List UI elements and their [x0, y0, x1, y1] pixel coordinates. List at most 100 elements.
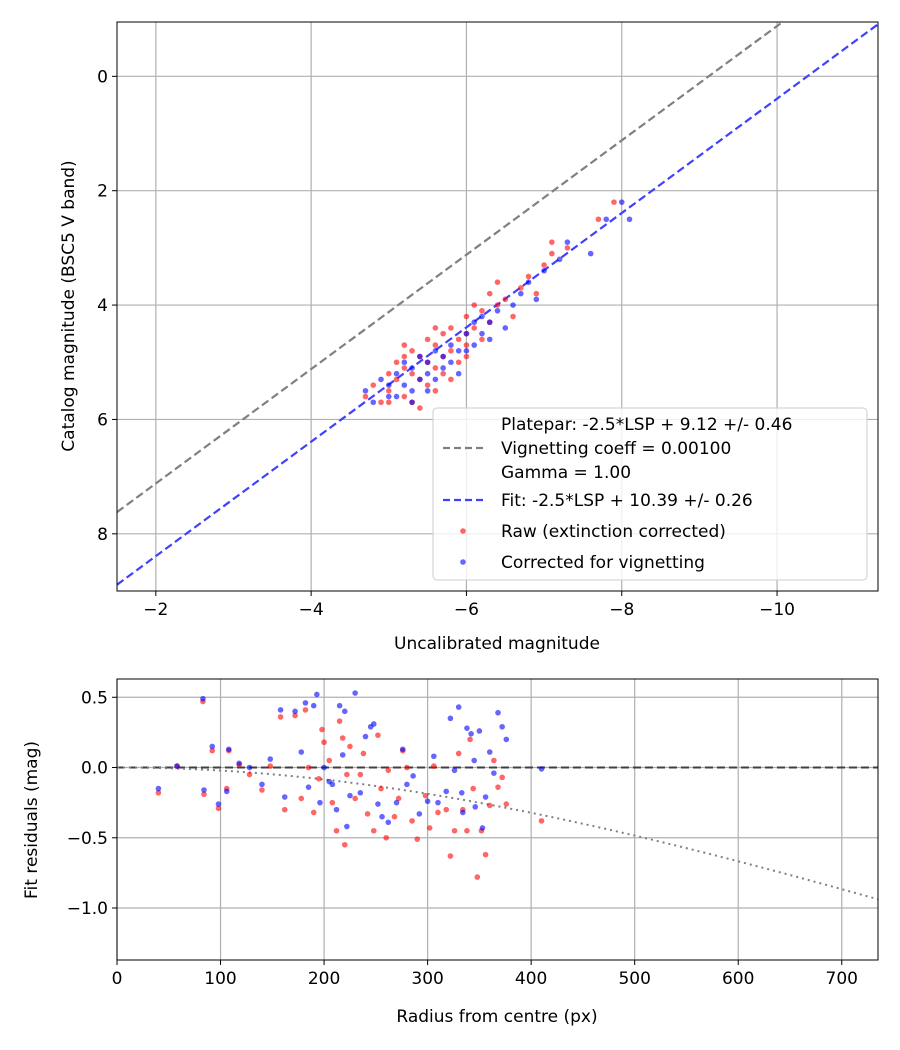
bottom-x-tick-label: 500: [618, 969, 650, 989]
top-corrected-point: [424, 370, 431, 377]
top-corrected-point: [385, 382, 392, 388]
bottom-raw-point: [319, 726, 325, 733]
top-raw-point: [409, 370, 415, 377]
top-y-tick-label: 2: [97, 182, 108, 202]
bottom-vignetting-curve: [117, 766, 878, 901]
top-corrected-point: [432, 376, 439, 383]
bottom-raw-point: [383, 834, 389, 841]
top-raw-point: [417, 405, 423, 411]
bottom-raw-point: [455, 750, 462, 757]
legend-entry-gamma: Gamma = 1.00: [501, 463, 631, 483]
top-corrected-point: [494, 307, 501, 314]
bottom-raw-point: [395, 795, 402, 802]
bottom-corrected-point: [538, 766, 545, 772]
legend-swatch-corrected: [460, 559, 466, 565]
bottom-raw-point: [499, 774, 505, 781]
legend-entry-fit: Fit: -2.5*LSP + 10.39 +/- 0.26: [443, 491, 753, 511]
bottom-raw-point: [357, 771, 364, 778]
bottom-corrected-point: [404, 781, 410, 788]
bottom-raw-point: [347, 743, 353, 750]
bottom-corrected-point: [174, 763, 180, 769]
bottom-corrected-point: [362, 733, 369, 740]
bottom-raw-point: [201, 791, 207, 798]
top-raw-point: [494, 302, 501, 308]
bottom-raw-point: [385, 767, 392, 774]
top-corrected-point: [479, 330, 485, 337]
bottom-corrected-point: [410, 773, 416, 779]
bottom-x-tick-label: 400: [515, 969, 547, 989]
top-y-axis-label: Catalog magnitude (BSC5 V band): [59, 160, 79, 451]
legend: Platepar: -2.5*LSP + 9.12 +/- 0.46 Vigne…: [432, 407, 868, 581]
top-raw-point: [432, 388, 439, 394]
bottom-raw-point: [391, 813, 398, 820]
bottom-raw-point: [360, 750, 367, 757]
magnitude-calibration-plot: −2 −4 −6 −8 −10 0 2 4 6 8 Uncalibrated magnitude…: [59, 21, 879, 654]
bottom-raw-point: [281, 806, 288, 813]
bottom-corrected-point: [215, 801, 222, 807]
top-raw-point: [432, 325, 439, 331]
bottom-corrected-point: [305, 784, 312, 790]
residuals-plot: 0 100 200 300 400 500 600 700 0.5 0.0 −0.5 −1.0 Ra…: [22, 678, 879, 1027]
top-corrected-point: [424, 359, 431, 366]
bottom-raw-point: [310, 809, 317, 816]
bottom-corrected-point: [347, 792, 353, 799]
top-raw-point: [401, 365, 408, 371]
bottom-corrected-point: [200, 695, 206, 702]
top-raw-point: [525, 273, 532, 280]
bottom-corrected-point: [424, 798, 431, 805]
bottom-raw-point: [409, 818, 415, 824]
bottom-corrected-point: [259, 781, 265, 788]
bottom-corrected-point: [292, 708, 298, 715]
bottom-raw-point: [451, 827, 458, 834]
bottom-raw-point: [470, 785, 476, 792]
top-raw-point: [401, 393, 408, 400]
bottom-corrected-point: [375, 801, 381, 807]
bottom-corrected-point: [482, 794, 489, 800]
top-corrected-point: [533, 296, 540, 303]
top-raw-point: [432, 365, 439, 371]
top-raw-point: [424, 382, 431, 388]
bottom-corrected-point: [447, 715, 454, 722]
top-corrected-point: [401, 382, 408, 388]
bottom-corrected-point: [499, 723, 505, 730]
legend-box: [432, 407, 868, 581]
top-corrected-point: [471, 342, 478, 348]
top-raw-point: [494, 279, 501, 285]
bottom-corrected-point: [329, 781, 336, 788]
bottom-raw-point: [495, 784, 501, 790]
top-corrected-point: [603, 216, 610, 223]
bottom-corrected-point: [393, 799, 400, 806]
top-corrected-point: [517, 290, 524, 297]
bottom-raw-point: [467, 736, 473, 743]
bottom-corrected-point: [503, 736, 510, 743]
top-raw-point: [486, 290, 493, 297]
bottom-corrected-point: [201, 787, 207, 793]
bottom-raw-point: [482, 851, 489, 858]
top-raw-point: [385, 399, 392, 406]
top-corrected-point: [417, 376, 423, 383]
top-raw-point: [502, 296, 509, 303]
top-raw-point: [455, 359, 462, 366]
top-raw-point: [549, 239, 555, 245]
top-raw-point: [541, 262, 547, 268]
top-x-ticks: −2 −4 −6 −8 −10: [143, 591, 795, 620]
top-raw-point: [393, 359, 400, 366]
bottom-corrected-point: [277, 707, 284, 713]
top-y-tick-label: 8: [97, 525, 108, 545]
bottom-raw-point: [431, 763, 437, 769]
bottom-raw-point: [447, 853, 454, 859]
legend-entry-platepar: Platepar: -2.5*LSP + 9.12 +/- 0.46: [501, 415, 792, 435]
bottom-raw-point: [344, 771, 350, 778]
bottom-plot-frame: [116, 678, 879, 961]
top-corrected-point: [401, 359, 408, 366]
top-x-tick-label: −2: [143, 600, 168, 620]
top-raw-point: [448, 376, 454, 383]
top-x-tick-label: −10: [759, 600, 795, 620]
bottom-raw-point: [326, 757, 333, 764]
top-raw-point: [611, 199, 617, 205]
top-corrected-point: [409, 365, 415, 371]
bottom-corrected-point: [476, 728, 483, 734]
legend-entry-vignetting: Vignetting coeff = 0.00100: [443, 439, 731, 459]
bottom-raw-point: [305, 764, 312, 771]
